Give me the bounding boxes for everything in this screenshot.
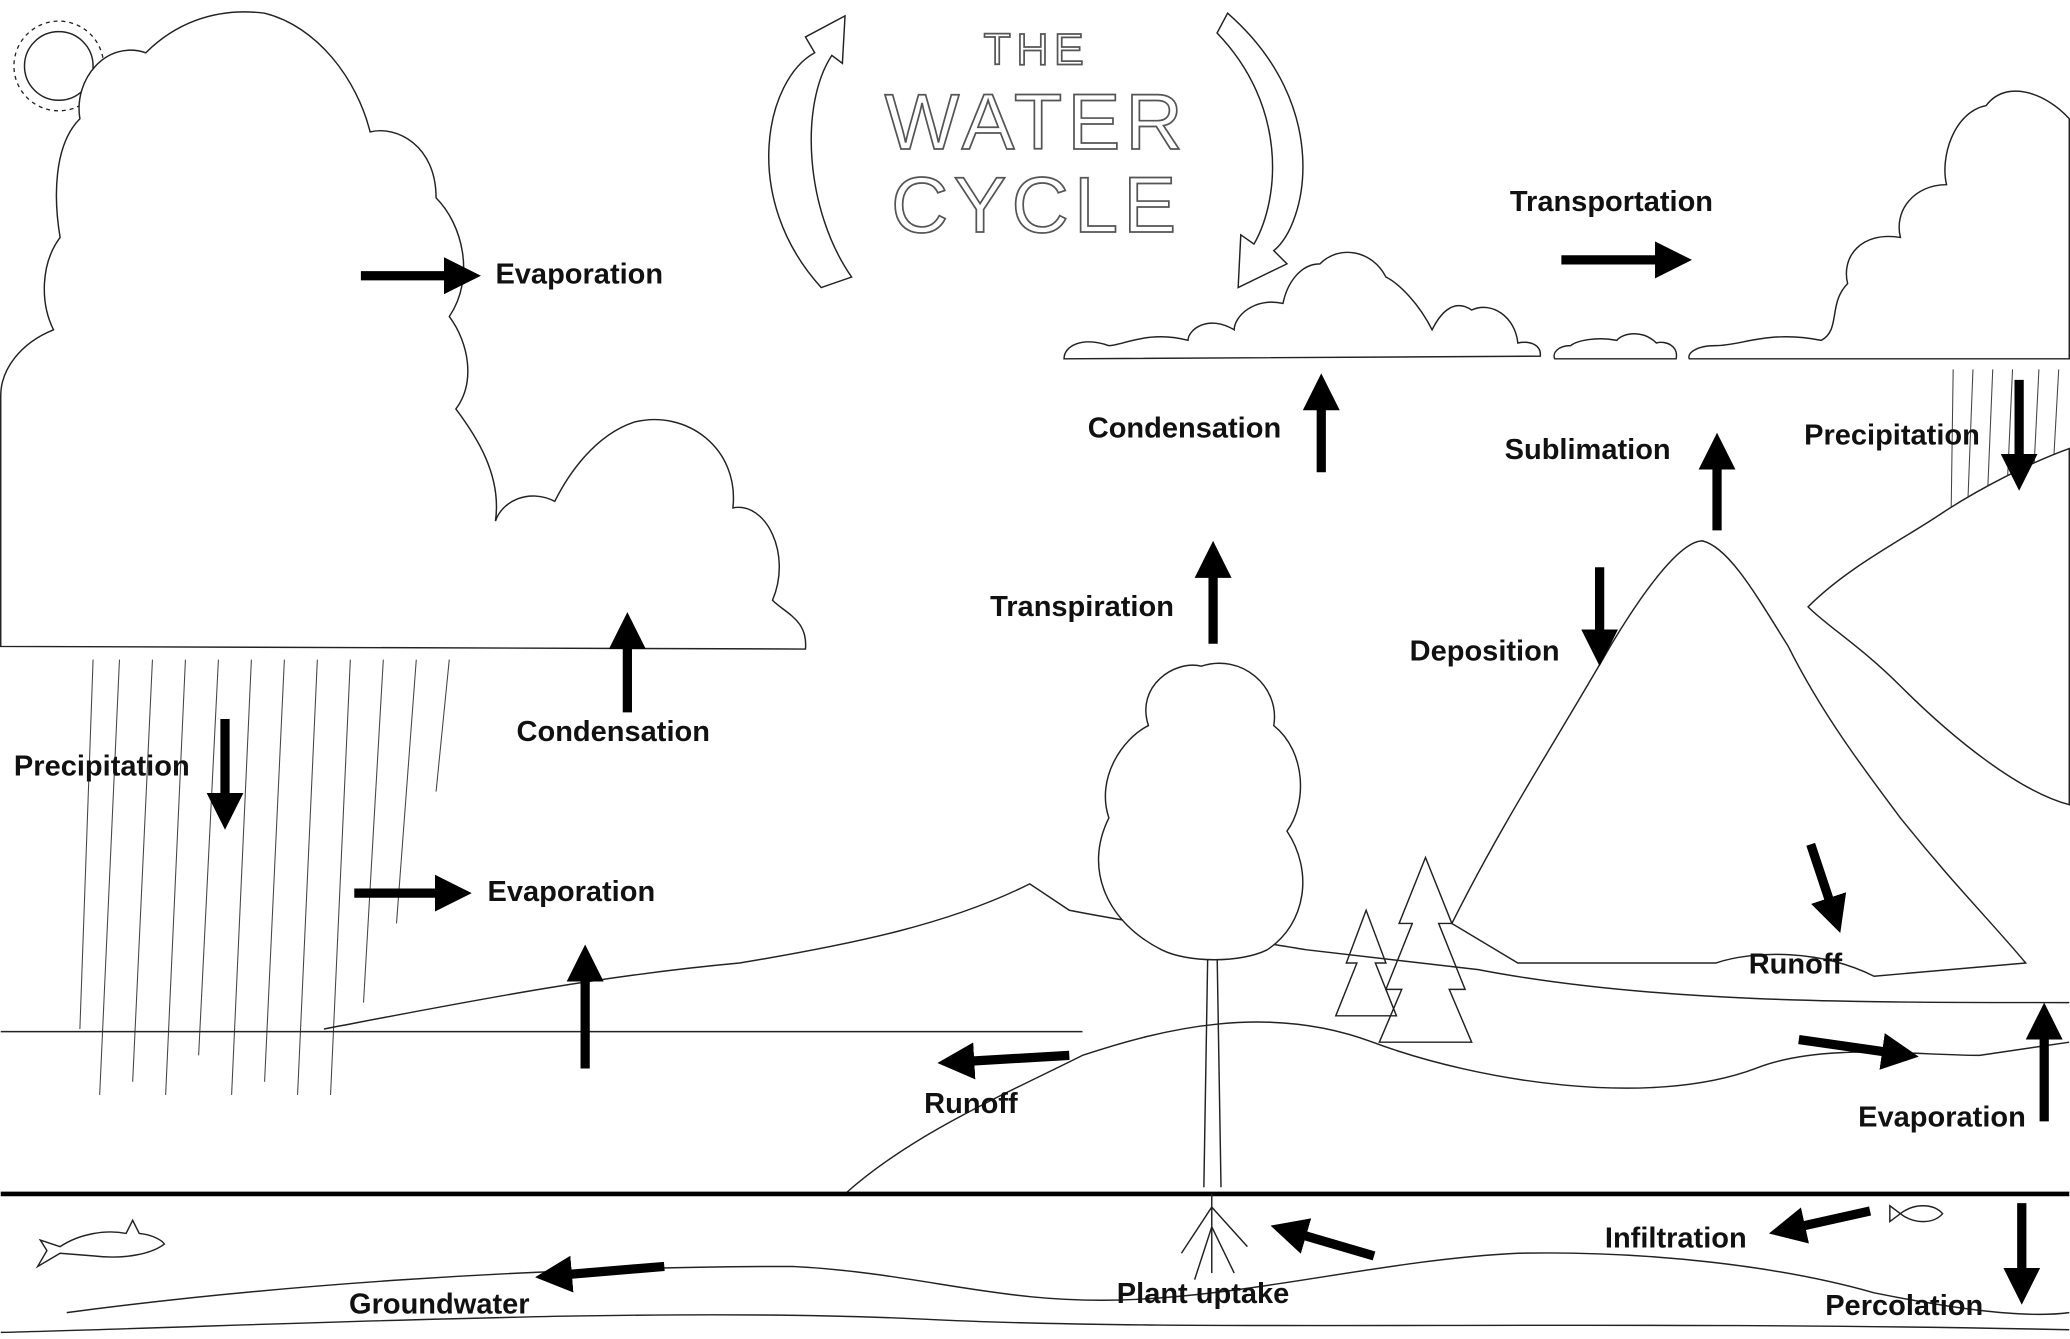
cloud [1064, 252, 1540, 358]
label: Precipitation [1804, 419, 1980, 451]
shark [38, 1220, 165, 1266]
cloud [1554, 334, 1676, 359]
label: Percolation [1825, 1290, 1983, 1322]
title-line: CYCLE [891, 160, 1181, 249]
cloud [1689, 91, 2069, 359]
rain [80, 660, 449, 1095]
aquifer [1, 1315, 2070, 1333]
title-line: WATER [885, 77, 1188, 166]
cycle-arrow [1217, 13, 1303, 287]
label: Evaporation [495, 258, 663, 290]
label: Evaporation [1858, 1101, 2026, 1133]
label: Plant uptake [1117, 1278, 1290, 1310]
cycle-arrow [769, 16, 852, 288]
label: Evaporation [488, 876, 656, 908]
label: Condensation [1088, 413, 1281, 445]
roots [1181, 1194, 1247, 1280]
pine-tree [1336, 910, 1397, 1016]
fish [1890, 1206, 1943, 1222]
pine-tree [1379, 857, 1471, 1042]
label: Sublimation [1505, 434, 1671, 466]
label: Transpiration [990, 591, 1174, 623]
label: Infiltration [1605, 1223, 1747, 1255]
page: THE WATER CYCLE Evaporation Condensation… [0, 0, 2070, 1339]
title-line: THE [984, 24, 1090, 75]
label: Deposition [1410, 636, 1560, 668]
label: Runoff [924, 1088, 1018, 1120]
label: Groundwater [349, 1289, 530, 1321]
cloud [1, 12, 806, 649]
label: Transportation [1510, 186, 1713, 218]
label: Condensation [517, 716, 710, 748]
label: Runoff [1749, 948, 1843, 980]
tree [1099, 663, 1303, 1187]
label: Precipitation [14, 750, 190, 782]
diagram: THE WATER CYCLE Evaporation Condensation… [0, 0, 2070, 1339]
